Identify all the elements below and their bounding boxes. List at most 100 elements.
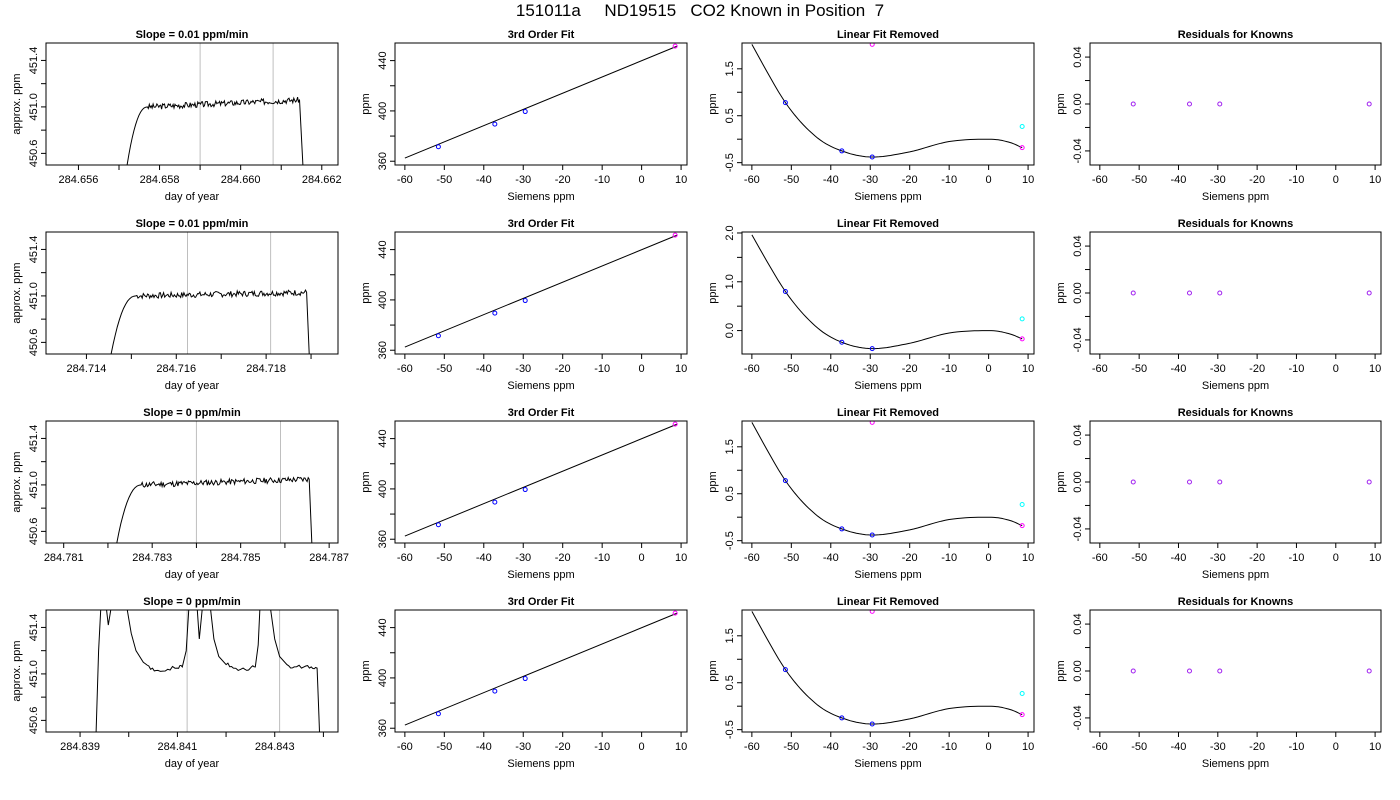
panel-title: Residuals for Knowns bbox=[1178, 407, 1294, 419]
panel-title: Slope = 0.01 ppm/min bbox=[136, 218, 249, 230]
data-point bbox=[1019, 124, 1025, 130]
y-tick-label: 440 bbox=[377, 429, 389, 447]
panel-r1c0: 284.714 284.716 284.718 450.6 451.0 451.4 Slop… bbox=[11, 218, 339, 392]
data-trace bbox=[95, 610, 320, 732]
x-tick-label: 0 bbox=[1333, 552, 1339, 564]
panel-r3c3: -60 -50 -40 -30 -20 -10 0 10 -0.04 0.00 0.04 Residu… bbox=[1055, 596, 1382, 770]
data-point bbox=[1019, 691, 1025, 697]
plot-frame bbox=[741, 231, 1035, 355]
data-point bbox=[1130, 668, 1136, 674]
panel-title: Linear Fit Removed bbox=[837, 407, 939, 419]
plot-area bbox=[404, 232, 678, 348]
plot-area bbox=[1130, 101, 1372, 107]
data-point bbox=[1019, 523, 1025, 529]
x-tick-label: -30 bbox=[515, 174, 531, 186]
data-point bbox=[435, 333, 441, 339]
y-tick-label: 0.00 bbox=[1072, 471, 1084, 492]
data-point bbox=[782, 478, 788, 484]
x-tick-label: -50 bbox=[1131, 363, 1147, 375]
x-tick-label: -50 bbox=[436, 741, 452, 753]
x-tick-label: 284.656 bbox=[59, 174, 99, 186]
x-tick-label: -20 bbox=[902, 174, 918, 186]
plot-frame bbox=[1089, 231, 1382, 355]
plot-area bbox=[116, 421, 313, 543]
x-tick-label: -10 bbox=[941, 741, 957, 753]
x-tick-label: 10 bbox=[675, 363, 687, 375]
plot-area bbox=[126, 43, 304, 165]
plot-area bbox=[751, 421, 1025, 538]
x-tick-label: 284.660 bbox=[221, 174, 261, 186]
x-tick-label: 284.718 bbox=[246, 363, 286, 375]
data-point bbox=[1130, 101, 1136, 107]
panel-title: 3rd Order Fit bbox=[508, 218, 575, 230]
y-tick-label: 451.4 bbox=[28, 236, 40, 264]
x-tick-label: -50 bbox=[783, 552, 799, 564]
x-tick-label: -20 bbox=[555, 363, 571, 375]
x-axis-label: Siemens ppm bbox=[1202, 758, 1269, 770]
x-tick-label: -30 bbox=[862, 174, 878, 186]
x-tick-label: 284.839 bbox=[60, 741, 100, 753]
data-point bbox=[869, 421, 875, 425]
x-tick-label: 0 bbox=[639, 363, 645, 375]
data-point bbox=[492, 121, 498, 127]
y-tick-label: -0.04 bbox=[1072, 327, 1084, 352]
x-tick-label: -40 bbox=[1171, 552, 1187, 564]
data-point bbox=[1186, 101, 1192, 107]
x-tick-label: -30 bbox=[515, 552, 531, 564]
y-tick-label: 360 bbox=[377, 341, 389, 359]
x-tick-label: 0 bbox=[986, 174, 992, 186]
data-point bbox=[839, 715, 845, 721]
x-tick-label: 0 bbox=[986, 552, 992, 564]
x-tick-label: -40 bbox=[476, 741, 492, 753]
y-tick-label: 451.0 bbox=[28, 660, 40, 688]
plot-area bbox=[751, 610, 1025, 727]
y-axis-label: approx. ppm bbox=[11, 640, 23, 701]
data-point bbox=[435, 144, 441, 150]
x-tick-label: -40 bbox=[476, 363, 492, 375]
data-point bbox=[672, 232, 678, 238]
data-point bbox=[1217, 290, 1223, 296]
x-tick-label: 10 bbox=[1369, 741, 1381, 753]
x-tick-label: -10 bbox=[941, 363, 957, 375]
panel-title: 3rd Order Fit bbox=[508, 29, 575, 41]
y-tick-label: 360 bbox=[377, 152, 389, 170]
panel-r2c1: -60 -50 -40 -30 -20 -10 0 10 360 400 440 3rd Order … bbox=[360, 407, 688, 581]
y-tick-label: -0.5 bbox=[724, 720, 736, 739]
y-tick-label: -0.04 bbox=[1072, 516, 1084, 541]
data-trace bbox=[116, 476, 313, 543]
data-point bbox=[869, 532, 875, 538]
y-axis-label: ppm bbox=[1055, 93, 1067, 114]
x-tick-label: -20 bbox=[1249, 552, 1265, 564]
plot-frame bbox=[45, 42, 339, 166]
x-tick-label: -40 bbox=[1171, 741, 1187, 753]
plot-area bbox=[751, 234, 1025, 352]
x-tick-label: -60 bbox=[744, 363, 760, 375]
data-point bbox=[1217, 101, 1223, 107]
x-axis-label: Siemens ppm bbox=[507, 380, 574, 392]
data-point bbox=[522, 487, 528, 493]
y-axis-label: ppm bbox=[360, 93, 372, 114]
x-tick-label: 0 bbox=[639, 741, 645, 753]
y-tick-label: 0.00 bbox=[1072, 660, 1084, 681]
data-point bbox=[1366, 101, 1372, 107]
x-tick-label: 284.716 bbox=[156, 363, 196, 375]
x-tick-label: 284.843 bbox=[255, 741, 295, 753]
x-tick-label: 284.658 bbox=[140, 174, 180, 186]
x-tick-label: -40 bbox=[823, 552, 839, 564]
x-tick-label: -10 bbox=[941, 174, 957, 186]
x-tick-label: 0 bbox=[639, 174, 645, 186]
x-tick-label: -10 bbox=[1288, 174, 1304, 186]
x-tick-label: -30 bbox=[1210, 363, 1226, 375]
plot-frame bbox=[394, 42, 688, 166]
plot-area bbox=[404, 421, 678, 537]
x-tick-label: -30 bbox=[1210, 174, 1226, 186]
data-point bbox=[492, 310, 498, 316]
y-axis-label: ppm bbox=[1055, 471, 1067, 492]
x-tick-label: -60 bbox=[744, 174, 760, 186]
panel-title: Residuals for Knowns bbox=[1178, 596, 1294, 608]
x-axis-label: day of year bbox=[165, 758, 220, 770]
x-tick-label: 0 bbox=[986, 363, 992, 375]
data-point bbox=[1186, 668, 1192, 674]
y-tick-label: -0.04 bbox=[1072, 138, 1084, 163]
data-point bbox=[1130, 290, 1136, 296]
